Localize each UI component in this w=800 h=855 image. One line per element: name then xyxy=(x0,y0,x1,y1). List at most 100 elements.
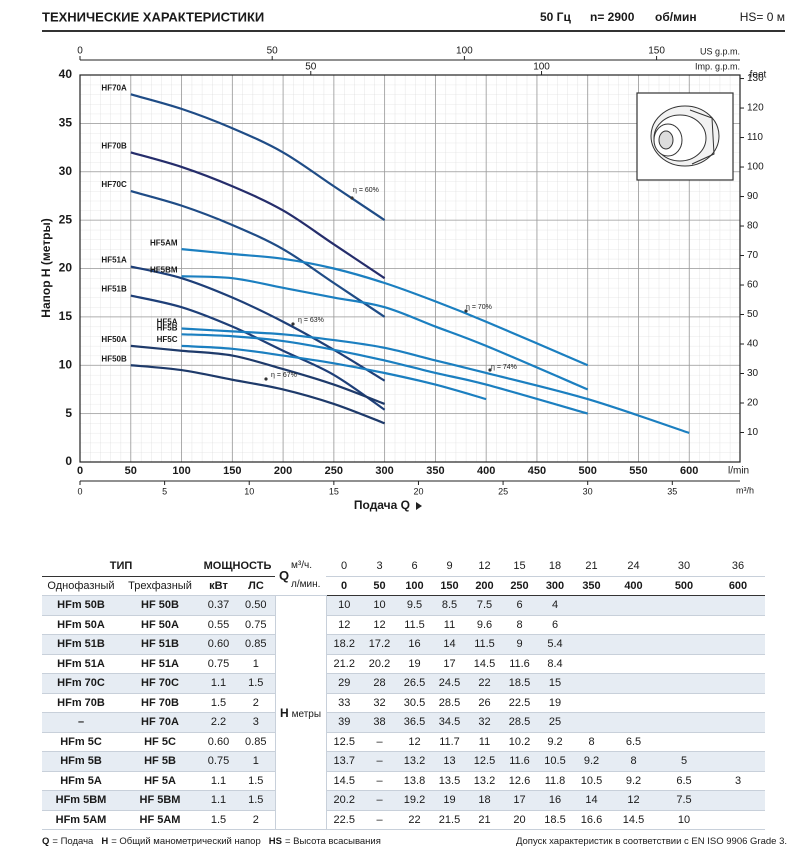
table-cell: 36.5 xyxy=(397,712,432,733)
header-cell: Трехфазный xyxy=(120,576,200,596)
header-cell: 50 xyxy=(362,576,397,596)
pump-icon xyxy=(636,92,734,181)
table-cell: HF 51B xyxy=(120,634,200,655)
empty-cell xyxy=(657,693,711,713)
footer-text: = Высота всасывания xyxy=(284,836,381,847)
y2-tick-label: 30 xyxy=(747,368,759,379)
x-unit: l/min xyxy=(728,466,749,477)
curve-label: HF51A xyxy=(101,256,127,265)
table-cell: 13.7 xyxy=(326,751,362,772)
table-cell: HFm 50B xyxy=(42,595,120,616)
footer-symbol: H xyxy=(101,836,109,847)
table-cell: 18.2 xyxy=(326,634,362,655)
y2-tick-label: 40 xyxy=(747,339,759,350)
table-cell: 10.2 xyxy=(502,732,537,752)
table-cell: 11.5 xyxy=(467,634,502,655)
q-symbol: Q xyxy=(279,568,290,583)
table-cell: 11.6 xyxy=(502,751,537,772)
table-cell: 28.5 xyxy=(432,693,467,713)
table-cell: 22 xyxy=(397,810,432,830)
speed-unit: об/мин xyxy=(655,10,697,24)
table-cell: 19 xyxy=(432,790,467,811)
table-cell: 6.5 xyxy=(657,771,711,791)
table-cell: HFm 50A xyxy=(42,615,120,635)
table-cell: 9.6 xyxy=(467,615,502,635)
table-cell: – xyxy=(42,712,120,733)
empty-cell xyxy=(711,615,765,635)
table-cell: 9 xyxy=(502,634,537,655)
page-title: ТЕХНИЧЕСКИЕ ХАРАКТЕРИСТИКИ xyxy=(42,9,264,24)
table-cell: 13.2 xyxy=(397,751,432,772)
empty-cell xyxy=(610,712,657,733)
x-tick-label: 50 xyxy=(125,465,137,477)
table-cell: HF 70C xyxy=(120,673,200,694)
header-cell: 21 xyxy=(573,557,610,577)
m3h-tick-label: 35 xyxy=(667,486,677,496)
table-cell: 24.5 xyxy=(432,673,467,694)
empty-cell xyxy=(657,732,711,752)
empty-cell xyxy=(573,634,610,655)
annotation-dot xyxy=(350,196,354,200)
table-cell: 20.2 xyxy=(362,654,397,674)
table-cell: 22.5 xyxy=(502,693,537,713)
table-cell: – xyxy=(362,771,397,791)
curve-label: HF70A xyxy=(101,83,127,92)
y2-tick-label: 110 xyxy=(747,132,763,143)
empty-cell xyxy=(711,654,765,674)
empty-cell xyxy=(711,751,765,772)
y-tick-label: 25 xyxy=(59,212,73,226)
table-row: HFm 5AM HF 5AM 1.5 2 22.5–22 21.5 21 20 18.5 16.6… xyxy=(42,810,765,830)
table-cell: 10 xyxy=(657,810,711,830)
header-cell: 3 xyxy=(362,557,397,577)
curve-label: HF50A xyxy=(101,335,127,344)
curve xyxy=(181,344,487,401)
table-cell: 10 xyxy=(362,595,397,616)
table-cell: 9.5 xyxy=(397,595,432,616)
y-tick-label: 20 xyxy=(59,261,73,275)
table-cell: 13.5 xyxy=(432,771,467,791)
table-cell: 26 xyxy=(467,693,502,713)
table-cell: 6 xyxy=(502,595,537,616)
table-cell: 20 xyxy=(502,810,537,830)
table-cell: 14.5 xyxy=(467,654,502,674)
table-cell: 1.5 xyxy=(237,790,275,811)
empty-cell xyxy=(657,712,711,733)
table-cell: HF 50B xyxy=(120,595,200,616)
table-cell: 13 xyxy=(432,751,467,772)
curve-label: HF50B xyxy=(101,354,127,363)
table-cell: 1 xyxy=(237,751,275,772)
table-cell: HFm 5AM xyxy=(42,810,120,830)
usgpm-tick-label: 50 xyxy=(267,46,279,57)
empty-cell xyxy=(711,693,765,713)
table-cell: 8 xyxy=(502,615,537,635)
table-cell: HF 50A xyxy=(120,615,200,635)
annotation: η = 67% xyxy=(271,372,297,379)
table-cell: 0.60 xyxy=(200,732,237,752)
table-cell: HFm 5B xyxy=(42,751,120,772)
x-tick-label: 500 xyxy=(579,465,597,477)
header-cell: 24 xyxy=(610,557,657,577)
table-cell: 12.5 xyxy=(467,751,502,772)
impgpm-tick-label: 100 xyxy=(533,62,550,73)
table-cell: 17 xyxy=(432,654,467,674)
header-cell: ТИП xyxy=(42,557,200,577)
table-cell: 12 xyxy=(362,615,397,635)
table-cell: 13.8 xyxy=(397,771,432,791)
table-cell: 11 xyxy=(467,732,502,752)
impgpm-tick-label: 50 xyxy=(305,62,317,73)
table-cell: 22 xyxy=(467,673,502,694)
table-cell: 11.6 xyxy=(502,654,537,674)
empty-cell xyxy=(573,712,610,733)
table-cell: 15 xyxy=(537,673,573,694)
table-cell: 34.5 xyxy=(432,712,467,733)
q-unit: л/мин. xyxy=(291,579,321,590)
table-cell: HF 5AM xyxy=(120,810,200,830)
table-row: HFm 51A HF 51A 0.75 1 21.2 20.2 19 17 14.5 11.6 8.… xyxy=(42,654,765,674)
table-cell: 0.50 xyxy=(237,595,275,616)
table-cell: 1 xyxy=(237,654,275,674)
table-cell: 14 xyxy=(573,790,610,811)
m3h-tick-label: 25 xyxy=(498,486,508,496)
table-cell: 16 xyxy=(397,634,432,655)
table-cell: – xyxy=(362,751,397,772)
